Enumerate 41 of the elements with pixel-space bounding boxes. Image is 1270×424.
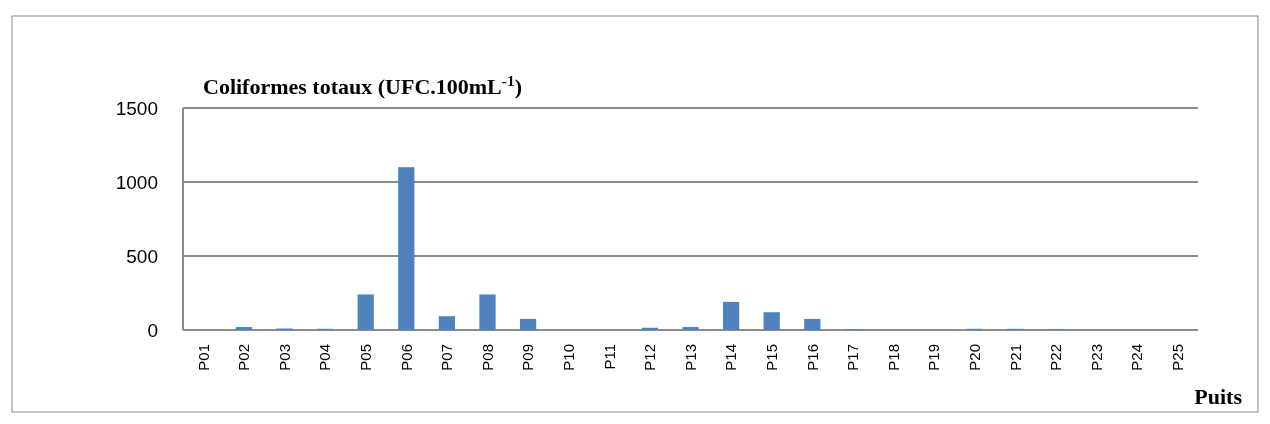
bar xyxy=(357,294,374,330)
x-tick-label: P07 xyxy=(438,344,456,371)
chart-title: Coliformes totaux (UFC.100mL$^{-1}$) xyxy=(203,71,522,99)
x-tick-label: P21 xyxy=(1006,344,1024,371)
bar xyxy=(235,327,253,330)
y-tick-label: 500 xyxy=(126,245,158,267)
x-tick-label: P03 xyxy=(275,344,293,371)
y-tick-label: 1000 xyxy=(115,171,158,193)
x-tick-label: P01 xyxy=(194,344,212,371)
x-tick-label: P20 xyxy=(965,344,983,371)
x-tick-label: P11 xyxy=(600,344,618,370)
x-tick-label: P25 xyxy=(1168,344,1186,371)
x-tick-label: P22 xyxy=(1047,344,1065,371)
x-tick-label: P17 xyxy=(844,344,862,371)
bar xyxy=(763,312,780,330)
x-tick-label: P08 xyxy=(478,344,496,371)
x-tick-label: P24 xyxy=(1128,344,1146,371)
x-tick-label: P10 xyxy=(559,344,577,371)
x-tick-label: P13 xyxy=(681,344,699,371)
x-tick-label: P12 xyxy=(641,344,659,371)
x-tick-label: P14 xyxy=(722,344,740,371)
x-tick-label: P04 xyxy=(316,344,334,371)
x-tick-label: P05 xyxy=(356,344,374,371)
x-axis-title: Puits xyxy=(1194,384,1243,409)
x-tick-label: P19 xyxy=(925,344,943,371)
bar xyxy=(682,327,699,330)
y-tick-label: 0 xyxy=(147,319,158,341)
x-tick-label: P02 xyxy=(235,344,253,371)
y-tick-label: 1500 xyxy=(115,97,158,119)
x-tick-label: P09 xyxy=(519,344,537,371)
bar xyxy=(722,301,740,330)
bar xyxy=(804,318,821,330)
x-tick-label: P16 xyxy=(803,344,821,371)
x-tick-label: P15 xyxy=(762,344,780,371)
x-tick-label: P23 xyxy=(1087,344,1105,371)
bar xyxy=(519,318,537,330)
x-tick-label: P18 xyxy=(884,344,902,371)
x-tick-label: P06 xyxy=(397,344,415,371)
bar xyxy=(438,316,456,330)
bar xyxy=(398,167,415,330)
bar xyxy=(479,294,496,330)
